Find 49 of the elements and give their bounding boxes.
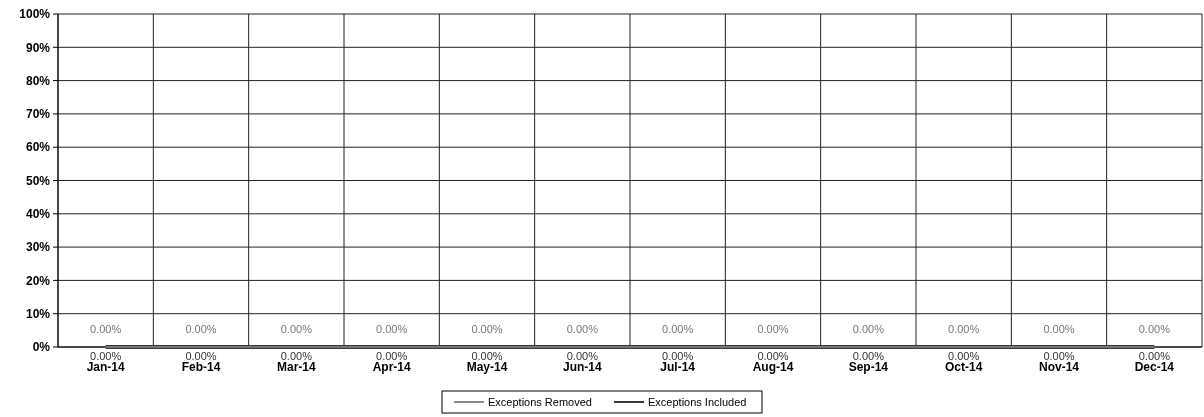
y-tick-label: 30%: [25, 240, 51, 255]
data-label: 0.00%: [90, 350, 122, 362]
y-tick-label: 70%: [25, 107, 51, 122]
y-tick-label: 10%: [25, 306, 51, 321]
data-label: 0.00%: [185, 350, 217, 362]
data-label: 0.00%: [757, 350, 789, 362]
data-label: 0.00%: [852, 350, 885, 362]
x-tick-label: May-14: [466, 360, 508, 374]
x-tick-label: Jan-14: [86, 360, 125, 374]
data-label: 0.00%: [471, 350, 503, 362]
x-tick-label: Jul-14: [660, 360, 696, 374]
x-tick-label: Aug-14: [752, 360, 794, 374]
y-tick-label: 80%: [25, 73, 51, 88]
data-label: 0.00%: [1043, 323, 1075, 335]
data-label: 0.00%: [852, 323, 885, 335]
y-tick-label: 50%: [25, 173, 51, 188]
data-label: 0.00%: [948, 350, 980, 362]
data-label: 0.00%: [948, 323, 980, 335]
legend-label: Exceptions Included: [648, 395, 747, 408]
y-tick-label: 40%: [25, 207, 51, 221]
data-label: 0.00%: [1043, 350, 1075, 362]
data-label: 0.00%: [662, 323, 694, 335]
y-tick-label: 90%: [25, 40, 51, 55]
x-tick-label: Oct-14: [944, 360, 983, 374]
data-label: 0.00%: [566, 323, 599, 335]
x-tick-label: Nov-14: [1038, 360, 1080, 374]
x-tick-label: Dec-14: [1134, 360, 1175, 374]
data-label: 0.00%: [1138, 350, 1171, 362]
data-label: 0.00%: [280, 350, 313, 362]
data-label: 0.00%: [471, 323, 503, 335]
x-tick-label: Feb-14: [181, 360, 221, 374]
data-label: 0.00%: [280, 323, 313, 335]
x-tick-label: Mar-14: [276, 360, 316, 374]
data-label: 0.00%: [90, 323, 122, 335]
x-tick-label: Apr-14: [372, 360, 411, 374]
y-tick-label: 60%: [25, 140, 51, 155]
y-tick-label: 100%: [19, 7, 51, 22]
data-label: 0.00%: [757, 323, 789, 335]
y-tick-label: 20%: [25, 273, 51, 288]
legend-label: Exceptions Removed: [488, 395, 592, 408]
data-label: 0.00%: [1138, 323, 1171, 335]
x-tick-label: Jun-14: [562, 360, 602, 374]
x-tick-label: Sep-14: [848, 360, 889, 374]
data-label: 0.00%: [376, 350, 408, 362]
data-label: 0.00%: [376, 323, 408, 335]
data-label: 0.00%: [662, 350, 694, 362]
data-label: 0.00%: [185, 323, 217, 335]
y-tick-label: 0%: [32, 340, 51, 355]
data-label: 0.00%: [566, 350, 599, 362]
